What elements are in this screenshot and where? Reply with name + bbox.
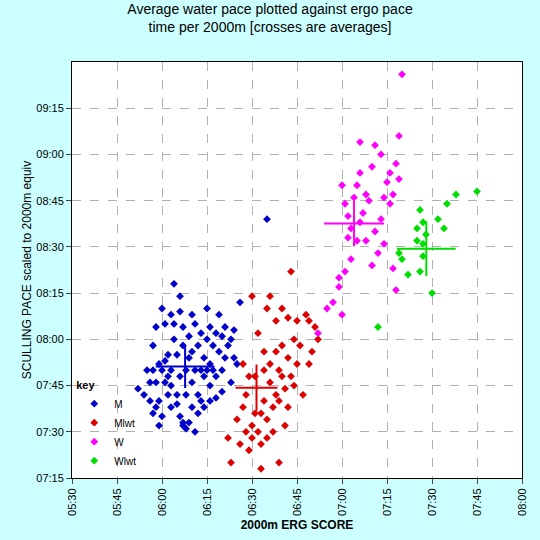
svg-text:06:45: 06:45 bbox=[291, 488, 303, 516]
svg-text:08:00: 08:00 bbox=[36, 333, 64, 345]
svg-text:SCULLING PACE scaled to 2000m: SCULLING PACE scaled to 2000m equiv bbox=[20, 161, 34, 380]
svg-text:08:45: 08:45 bbox=[36, 195, 64, 207]
svg-text:07:15: 07:15 bbox=[36, 472, 64, 484]
svg-text:09:15: 09:15 bbox=[36, 102, 64, 114]
svg-text:06:30: 06:30 bbox=[246, 488, 258, 516]
svg-text:08:30: 08:30 bbox=[36, 241, 64, 253]
svg-text:W: W bbox=[114, 437, 124, 448]
svg-text:09:00: 09:00 bbox=[36, 148, 64, 160]
svg-text:06:00: 06:00 bbox=[156, 488, 168, 516]
svg-text:05:45: 05:45 bbox=[111, 488, 123, 516]
svg-text:07:15: 07:15 bbox=[381, 488, 393, 516]
svg-text:07:45: 07:45 bbox=[36, 379, 64, 391]
svg-text:Wlwt: Wlwt bbox=[114, 456, 136, 467]
svg-text:08:15: 08:15 bbox=[36, 287, 64, 299]
svg-text:key: key bbox=[76, 379, 95, 391]
svg-text:08:00: 08:00 bbox=[516, 488, 528, 516]
svg-text:07:45: 07:45 bbox=[471, 488, 483, 516]
svg-text:07:30: 07:30 bbox=[36, 426, 64, 438]
svg-text:Average water pace plotted aga: Average water pace plotted against ergo … bbox=[127, 1, 413, 35]
svg-text:06:15: 06:15 bbox=[201, 488, 213, 516]
svg-text:05:30: 05:30 bbox=[66, 488, 78, 516]
svg-text:07:30: 07:30 bbox=[426, 488, 438, 516]
svg-text:Mlwt: Mlwt bbox=[114, 418, 135, 429]
svg-text:07:00: 07:00 bbox=[336, 488, 348, 516]
svg-text:M: M bbox=[114, 399, 122, 410]
svg-text:2000m ERG SCORE: 2000m ERG SCORE bbox=[241, 518, 354, 532]
